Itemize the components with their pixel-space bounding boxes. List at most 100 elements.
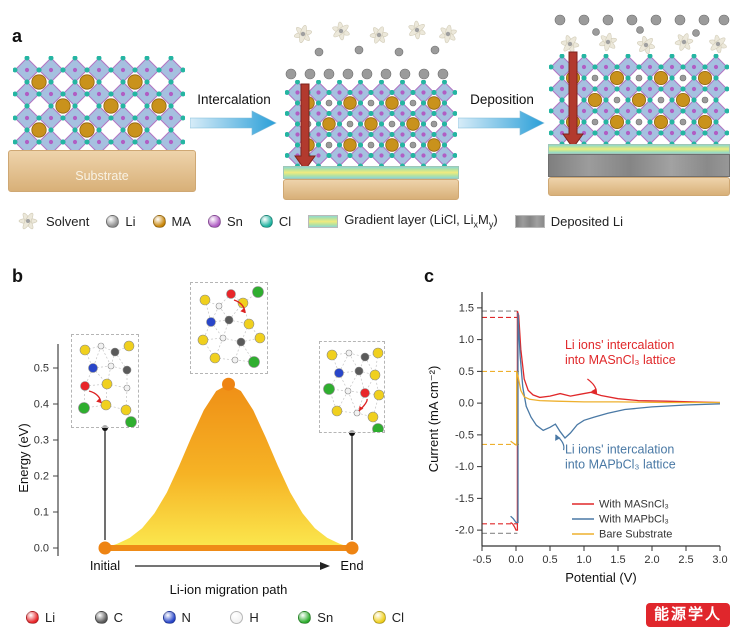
gradient-layer-middle [283,166,459,179]
legend-item-n: N [162,610,191,625]
molecule-drawing [78,340,137,428]
svg-text:-1.0: -1.0 [455,461,474,473]
legend-label: Cl [391,610,404,625]
legend-item-cl: Cl [372,610,404,625]
svg-text:Bare Substrate: Bare Substrate [599,529,672,541]
legend-item-c: C [94,610,124,625]
ma-sphere-icon [152,214,166,228]
svg-text:0.5: 0.5 [542,554,557,566]
cl-sphere-icon [259,214,273,228]
legend-label: Cl [278,213,292,229]
substrate-block-1: Substrate [8,150,196,192]
svg-text:1.0: 1.0 [576,554,591,566]
panel-a-label: a [12,26,23,46]
sn-atom-icon [298,611,312,624]
perovskite-lattice-intercalated [285,80,457,168]
legend-label: Li [45,610,56,625]
legend-item-gradient-layer: Gradient layer (LiCl, LixMy) [308,212,498,230]
legend-item-li: Li [26,610,55,625]
svg-text:3.0: 3.0 [712,554,727,566]
solvent-icon [18,212,38,230]
solvent-li-cloud-middle [285,20,457,80]
legend-item-li: Li [106,213,136,229]
li-gradient-arrow-icon-2 [562,51,584,149]
svg-text:With MASnCl₃: With MASnCl₃ [599,499,669,511]
svg-text:Potential (V): Potential (V) [565,570,637,585]
svg-text:-2.0: -2.0 [455,525,474,537]
svg-text:With MAPbCl₃: With MAPbCl₃ [599,514,669,526]
legend-label: N [181,610,191,625]
sn-sphere-icon [208,214,221,228]
legend-label: H [249,610,259,625]
legend-label: Sn [227,213,243,229]
cl-atom-icon [372,611,386,624]
svg-text:0.3: 0.3 [34,435,49,447]
svg-text:0.2: 0.2 [34,471,49,483]
intercalation-label: Intercalation [197,92,271,107]
substrate-label: Substrate [75,169,129,183]
molecular-inset-initial [71,334,139,428]
deposition-label: Deposition [470,92,534,107]
cv-chart: -2.0 -1.5 -1.0 -0.5 0.0 0.5 1.0 1.5 -0.5 0.0 0.5 1.… [426,292,728,585]
svg-text:0.0: 0.0 [508,554,523,566]
legend-label: Sn [317,610,334,625]
legend-label: Deposited Li [550,213,623,229]
legend-item-sn: Sn [208,214,243,229]
panel-c-label: c [424,266,435,286]
legend-label: Li [125,213,136,229]
gradient-layer-icon [308,214,339,228]
legend-item-ma: MA [152,213,192,229]
panel-b-legend: Li C N H Sn Cl [26,610,404,625]
svg-text:Current (mA cm⁻²): Current (mA cm⁻²) [426,366,441,473]
deposition-arrow-icon [458,110,545,136]
svg-text:Li ions' intercalation: Li ions' intercalation [565,338,674,352]
molecular-inset-end [319,341,385,435]
legend-label: Gradient layer (LiCl, LixMy) [344,212,498,230]
svg-text:into MAPbCl₃ lattice: into MAPbCl₃ lattice [565,457,676,471]
legend-label: C [113,610,124,625]
legend-label: MA [171,213,192,229]
svg-text:0.1: 0.1 [34,507,49,519]
perovskite-lattice-initial [13,56,185,156]
substrate-block-3 [548,177,730,196]
deposited-li-layer [548,154,730,177]
legend-label: Solvent [46,213,90,229]
molecule-drawing [323,347,385,435]
substrate-block-2 [283,179,459,200]
svg-text:Energy (eV): Energy (eV) [16,423,31,492]
svg-text:1.5: 1.5 [610,554,625,566]
li-atom-icon [26,611,39,624]
svg-text:into MASnCl₃ lattice: into MASnCl₃ lattice [565,353,676,367]
svg-text:2.0: 2.0 [644,554,659,566]
panel-b-label: b [12,266,23,286]
molecule-drawing [197,286,266,368]
svg-text:-0.5: -0.5 [455,429,474,441]
solvent-li-cloud-right [554,14,730,55]
svg-text:0.5: 0.5 [34,363,49,375]
n-atom-icon [162,611,176,624]
li-gradient-arrow-icon [294,83,316,171]
legend-item-cl: Cl [259,213,292,229]
svg-text:2.5: 2.5 [678,554,693,566]
molecular-inset-transition [190,282,268,374]
svg-text:1.0: 1.0 [459,334,474,346]
energy-profile-chart: 0.0 0.1 0.2 0.3 0.4 0.5 Energy (eV) Initial End L… [16,344,364,597]
legend-item-deposited-li: Deposited Li [514,213,623,229]
svg-text:End: End [340,558,363,573]
svg-text:0.0: 0.0 [34,543,49,555]
svg-text:0.5: 0.5 [459,366,474,378]
svg-text:Initial: Initial [90,558,120,573]
gradient-layer-right [548,144,730,154]
legend-item-solvent: Solvent [16,212,89,230]
intercalation-arrow-icon [190,110,277,136]
c-atom-icon [94,611,108,624]
watermark-badge: 能源学人 [646,603,731,627]
legend-item-h: H [230,610,259,625]
svg-text:1.5: 1.5 [459,302,474,314]
panel-a-legend: Solvent Li MA Sn Cl Gradient layer (LiCl… [16,212,728,230]
svg-text:-1.5: -1.5 [455,493,474,505]
legend-item-sn: Sn [298,610,333,625]
li-sphere-icon [106,214,120,228]
svg-text:0.0: 0.0 [459,398,474,410]
